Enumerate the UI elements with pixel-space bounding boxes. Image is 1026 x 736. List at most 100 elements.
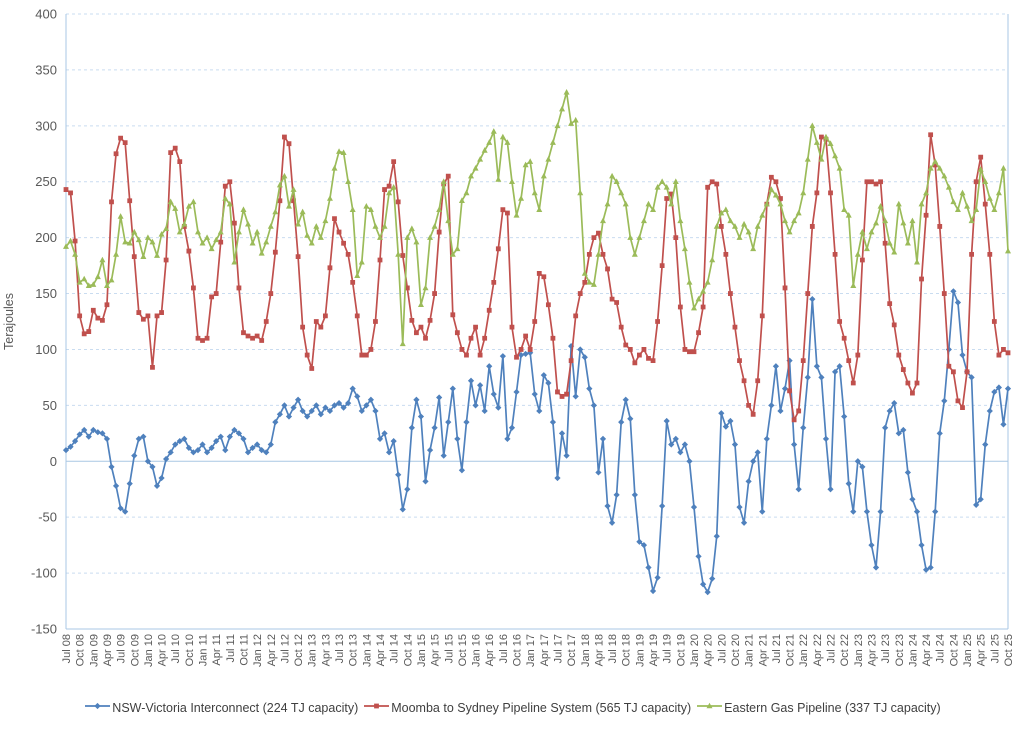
series-markers-nsw-victoria-interconnect	[62, 288, 1012, 596]
x-tick-label: Apr 11	[211, 634, 223, 666]
x-tick-label: Apr 10	[157, 634, 169, 666]
series-eastern-gas-pipeline	[63, 88, 1011, 347]
y-tick-label: -100	[31, 566, 57, 581]
y-tick-label: 300	[35, 118, 57, 133]
series-line-eastern-gas-pipeline	[65, 91, 1009, 345]
x-tick-label: Jan 11	[198, 634, 210, 666]
x-tick-label: Jul 18	[607, 634, 619, 663]
x-tick-label: Apr 22	[812, 634, 824, 666]
x-tick-label: Jul 22	[826, 634, 838, 663]
y-tick-label: -150	[31, 622, 57, 637]
y-tick-label: 400	[35, 7, 57, 22]
y-axis-labels: 400 350 300 250 200 150 100 50 0 -50 -100 -150	[31, 7, 57, 637]
x-tick-label: Apr 17	[539, 634, 551, 666]
x-tick-label: Oct 24	[948, 634, 960, 666]
x-tick-label: Oct 22	[839, 634, 851, 666]
x-tick-label: Oct 18	[621, 634, 633, 666]
series-markers-eastern-gas-pipeline	[63, 88, 1011, 347]
x-tick-label: Apr 13	[320, 634, 332, 666]
x-tick-label: Jul 24	[935, 634, 947, 663]
x-tick-label: Oct 10	[184, 634, 196, 666]
x-tick-label: Oct 08	[75, 634, 87, 666]
x-tick-label: Oct 12	[293, 634, 305, 666]
x-tick-label: Apr 19	[648, 634, 660, 666]
x-tick-label: Oct 15	[457, 634, 469, 666]
x-tick-label: Oct 14	[402, 634, 414, 666]
x-tick-label: Oct 09	[129, 634, 141, 666]
x-tick-label: Jul 10	[170, 634, 182, 663]
x-tick-label: Oct 25	[1003, 634, 1015, 666]
y-tick-label: 150	[35, 286, 57, 301]
x-tick-label: Apr 15	[430, 634, 442, 666]
x-tick-label: Jul 20	[716, 634, 728, 663]
legend-item-nsw-victoria-interconnect: NSW-Victoria Interconnect (224 TJ capaci…	[85, 699, 358, 717]
series-line-moomba-to-sydney-pipeline	[65, 133, 1009, 421]
x-axis-labels: Jul 08 Oct 08 Jan 09 Apr 09 Jul 09 Oct 09 Jan …	[61, 634, 1015, 667]
x-tick-label: Jan 10	[143, 634, 155, 667]
legend-item-moomba-to-sydney: Moomba to Sydney Pipeline System (565 TJ…	[364, 699, 691, 717]
x-tick-label: Jan 14	[361, 634, 373, 667]
x-tick-label: Jan 23	[853, 634, 865, 667]
x-tick-label: Apr 14	[375, 634, 387, 666]
x-tick-label: Jan 22	[798, 634, 810, 667]
series-nsw-victoria-interconnect	[62, 288, 1012, 596]
x-tick-label: Oct 20	[730, 634, 742, 666]
x-tick-label: Jan 24	[907, 634, 919, 667]
x-tick-label: Jan 16	[471, 634, 483, 667]
x-tick-label: Apr 16	[484, 634, 496, 666]
y-tick-label: 50	[43, 398, 57, 413]
series-line-nsw-victoria-interconnect	[65, 290, 1009, 593]
x-tick-label: Jan 13	[307, 634, 319, 667]
x-tick-label: Jan 12	[252, 634, 264, 667]
x-tick-label: Oct 16	[512, 634, 524, 666]
x-tick-label: Oct 21	[785, 634, 797, 666]
x-tick-label: Apr 23	[866, 634, 878, 666]
x-tick-label: Apr 24	[921, 634, 933, 666]
x-tick-label: Apr 21	[757, 634, 769, 666]
x-tick-label: Oct 19	[675, 634, 687, 666]
y-tick-label: 100	[35, 342, 57, 357]
x-tick-label: Jan 21	[744, 634, 756, 667]
y-tick-label: 250	[35, 174, 57, 189]
x-tick-label: Jul 21	[771, 634, 783, 663]
y-axis-title: Terajoules	[2, 293, 16, 350]
y-tick-label: -50	[38, 510, 57, 525]
legend: NSW-Victoria Interconnect (224 TJ capaci…	[0, 699, 1026, 717]
legend-triangle-marker-icon	[697, 699, 723, 717]
x-tick-label: Jan 18	[580, 634, 592, 667]
x-tick-label: Oct 13	[348, 634, 360, 666]
x-tick-label: Apr 09	[102, 634, 114, 666]
legend-square-marker-icon	[364, 699, 390, 717]
legend-label: NSW-Victoria Interconnect (224 TJ capaci…	[112, 701, 359, 715]
x-tick-label: Apr 12	[266, 634, 278, 666]
x-tick-label: Jul 09	[116, 634, 128, 663]
y-tick-label: 350	[35, 62, 57, 77]
x-tick-label: Jul 17	[552, 634, 564, 663]
x-tick-label: Jul 11	[225, 634, 237, 663]
series-markers-moomba-to-sydney-pipeline	[63, 132, 1011, 423]
x-tick-label: Jul 14	[389, 634, 401, 663]
x-tick-label: Jul 08	[61, 634, 73, 663]
x-tick-label: Jul 12	[279, 634, 291, 663]
x-tick-label: Apr 25	[976, 634, 988, 666]
series-moomba-to-sydney-pipeline	[63, 132, 1011, 423]
x-tick-label: Oct 23	[894, 634, 906, 666]
legend-label: Moomba to Sydney Pipeline System (565 TJ…	[391, 701, 692, 715]
x-tick-label: Apr 20	[703, 634, 715, 666]
y-tick-label: 0	[50, 454, 57, 469]
x-tick-label: Oct 17	[566, 634, 578, 666]
legend-label: Eastern Gas Pipeline (337 TJ capacity)	[724, 701, 941, 715]
x-tick-label: Jul 16	[498, 634, 510, 663]
x-tick-label: Jan 25	[962, 634, 974, 667]
x-tick-label: Oct 11	[238, 634, 250, 666]
legend-item-eastern-gas-pipeline: Eastern Gas Pipeline (337 TJ capacity)	[697, 699, 941, 717]
x-tick-label: Jul 23	[880, 634, 892, 663]
x-tick-label: Jul 19	[662, 634, 674, 663]
x-tick-label: Jul 13	[334, 634, 346, 663]
x-tick-label: Apr 18	[593, 634, 605, 666]
x-tick-label: Jan 09	[88, 634, 100, 667]
x-tick-label: Jul 15	[443, 634, 455, 663]
x-tick-label: Jan 20	[689, 634, 701, 667]
